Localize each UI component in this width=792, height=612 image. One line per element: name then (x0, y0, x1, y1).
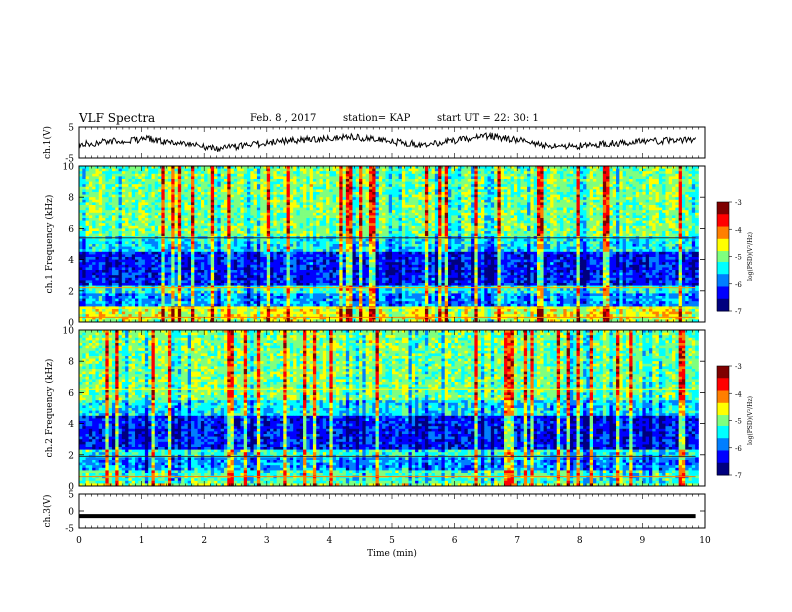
chart-title: VLF Spectra (79, 111, 155, 125)
ch2-spectrogram-y-tick: 6 (68, 389, 74, 399)
x-tick-label: 6 (452, 536, 458, 546)
x-tick-label: 10 (699, 536, 711, 546)
ch3-waveform-y-tick: 0 (68, 508, 74, 518)
ch1-spectrogram-y-tick: 0 (68, 319, 74, 329)
ch1-colorbar-tick: -6 (735, 281, 742, 289)
waveforms (78, 131, 697, 519)
ch1-spectrogram-y-tick: 10 (63, 163, 75, 173)
ch2-colorbar-label: log(PSD)(V²/Hz) (747, 396, 754, 445)
x-tick-label: 0 (76, 536, 82, 546)
ch1-colorbar-tick: -5 (735, 254, 742, 262)
ch1-spectrogram-y-tick: 8 (68, 194, 74, 204)
ch3-waveform-y-tick: -5 (65, 525, 74, 535)
x-tick-label: 3 (264, 536, 270, 546)
x-tick-label: 5 (389, 536, 395, 546)
ch3-waveform-ylabel: ch.3(V) (42, 495, 53, 528)
ch1-spectrogram-ylabel: ch.1 Frequency (kHz) (44, 195, 55, 294)
ch1-colorbar-tick: -4 (735, 226, 742, 234)
ch2-colorbar-tick: -4 (735, 390, 742, 398)
ch1-waveform-y-tick: 5 (68, 124, 74, 134)
ch2-spectrogram (79, 330, 699, 486)
ch2-colorbar-tick: -7 (735, 472, 742, 480)
x-tick-label: 1 (139, 536, 145, 546)
x-tick-label: 7 (514, 536, 520, 546)
station-label: station= KAP (343, 113, 410, 124)
ch1-waveform-y-tick: -5 (65, 155, 74, 165)
ch2-spectrogram-y-tick: 4 (68, 420, 74, 430)
colorbars: -3 -4 -5 -6 -7 log(PSD)(V²/Hz) -3 -4 -5 -6 -7 log(P… (716, 199, 754, 480)
date-label: Feb. 8 , 2017 (250, 113, 316, 124)
ch3-waveform-frame (78, 493, 706, 529)
ch1-trace (78, 131, 697, 153)
ch2-colorbar-tick: -5 (735, 418, 742, 426)
ch2-spectrogram-y-tick: 8 (68, 358, 74, 368)
x-axis-label: Time (min) (367, 548, 417, 559)
ch2-colorbar-tick: -3 (735, 363, 742, 371)
x-tick-label: 9 (640, 536, 646, 546)
ch2-spectrogram-y-tick: 0 (68, 483, 74, 493)
ch2-spectrogram-ylabel: ch.2 Frequency (kHz) (44, 359, 55, 458)
ch1-spectrogram-y-tick: 4 (68, 256, 74, 266)
ch1-spectrogram-y-tick: 6 (68, 225, 74, 235)
start-time-label: start UT = 22: 30: 1 (437, 113, 539, 124)
ch1-spectrogram-y-tick: 2 (68, 287, 74, 297)
ch2-colorbar-tick: -6 (735, 445, 742, 453)
x-tick-label: 8 (577, 536, 583, 546)
x-tick-label: 4 (327, 536, 333, 546)
ch2-spectrogram-y-tick: 2 (68, 451, 74, 461)
ch1-colorbar-tick: -7 (735, 308, 742, 316)
ch3-waveform-y-tick: 5 (68, 491, 74, 501)
ch1-colorbar-tick: -3 (735, 199, 742, 207)
x-tick-label: 2 (201, 536, 207, 546)
ch1-waveform-ylabel: ch.1(V) (42, 126, 53, 159)
ch1-spectrogram (79, 166, 699, 322)
ch2-spectrogram-y-tick: 10 (63, 327, 75, 337)
ch1-colorbar-label: log(PSD)(V²/Hz) (747, 232, 754, 281)
